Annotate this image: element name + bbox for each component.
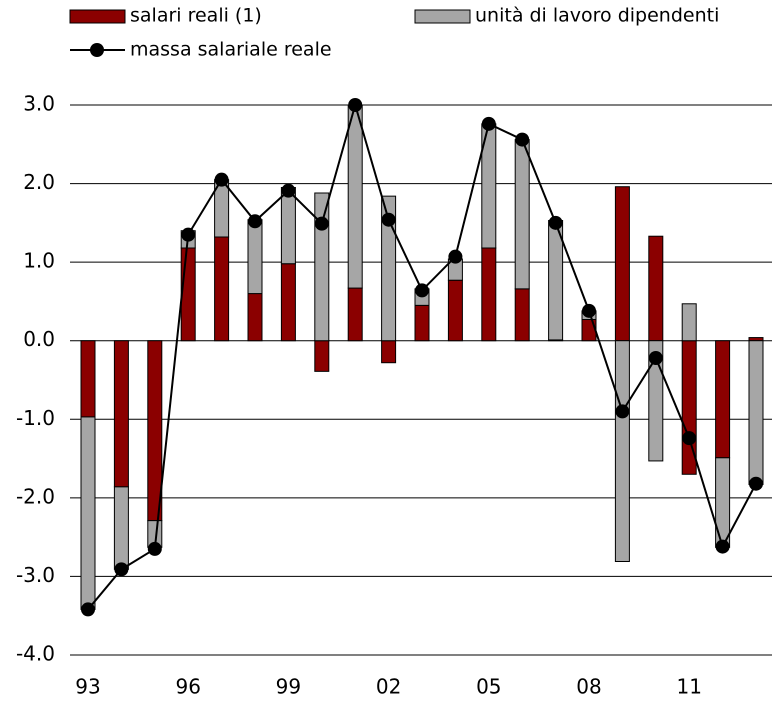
line-marker (381, 212, 396, 227)
bar-segment (280, 263, 296, 342)
bar-segment (447, 279, 463, 342)
line-marker (615, 404, 630, 419)
bar-segment (280, 187, 296, 265)
bar-segment (715, 340, 731, 459)
legend-marker (90, 43, 104, 57)
bar-segment (681, 303, 697, 342)
bar-segment (514, 288, 530, 342)
y-tick-label: -1.0 (16, 406, 55, 430)
bar-segment (80, 416, 96, 610)
line-marker (582, 303, 596, 318)
bar-segment (347, 104, 363, 289)
line-marker (448, 249, 463, 264)
line-marker (415, 283, 429, 298)
x-tick-label: 99 (276, 675, 301, 699)
line-marker (147, 541, 162, 556)
y-tick-label: -4.0 (16, 642, 55, 666)
x-tick-label: 96 (175, 675, 200, 699)
bar-segment (481, 247, 497, 342)
line-marker (682, 431, 697, 446)
line-marker (214, 172, 229, 187)
y-tick-label: 2.0 (23, 170, 55, 194)
y-tick-label: -3.0 (16, 563, 55, 587)
bar-segment (414, 304, 430, 342)
legend-label: massa salariale reale (130, 39, 332, 61)
x-tick-label: 11 (676, 675, 701, 699)
bar-segment (113, 486, 129, 570)
bar-segment (514, 139, 530, 290)
line-marker (81, 602, 95, 617)
y-tick-label: 0.0 (23, 327, 55, 351)
bar-segment (614, 186, 630, 342)
line-marker (715, 539, 730, 554)
line-marker (114, 562, 129, 577)
line-marker (281, 183, 296, 198)
y-tick-label: -2.0 (16, 484, 55, 508)
x-tick-label: 05 (476, 675, 501, 699)
bar-segment (381, 340, 397, 364)
line-marker (749, 476, 763, 491)
y-tick-label: 3.0 (23, 92, 55, 116)
line-marker (515, 132, 530, 147)
legend-swatch (414, 9, 471, 24)
bar-segment (748, 340, 764, 486)
bar-segment (214, 236, 230, 342)
bar-segment (113, 340, 129, 488)
bar-segment (314, 340, 330, 372)
line-marker (481, 116, 496, 131)
x-tick-label: 08 (576, 675, 601, 699)
bar-segment (648, 340, 664, 462)
line-marker (248, 214, 262, 229)
legend-swatch (69, 9, 126, 24)
legend-label: unità di lavoro dipendenti (475, 5, 719, 27)
bar-segment (80, 340, 96, 418)
line-marker (648, 351, 663, 365)
y-tick-label: 1.0 (23, 249, 55, 273)
bar-segment (614, 340, 630, 563)
bar-segment (381, 195, 397, 342)
line-marker (548, 215, 563, 230)
bar-segment (648, 235, 664, 342)
x-tick-label: 93 (75, 675, 100, 699)
bar-segment (314, 192, 330, 342)
line-marker (348, 98, 363, 112)
legend-label: salari reali (1) (130, 5, 262, 27)
x-tick-label: 02 (376, 675, 401, 699)
bar-segment (180, 247, 196, 342)
line-marker (181, 227, 196, 242)
bar-segment (247, 219, 263, 295)
bar-segment (347, 287, 363, 342)
bar-segment (247, 293, 263, 342)
line-marker (314, 216, 329, 231)
